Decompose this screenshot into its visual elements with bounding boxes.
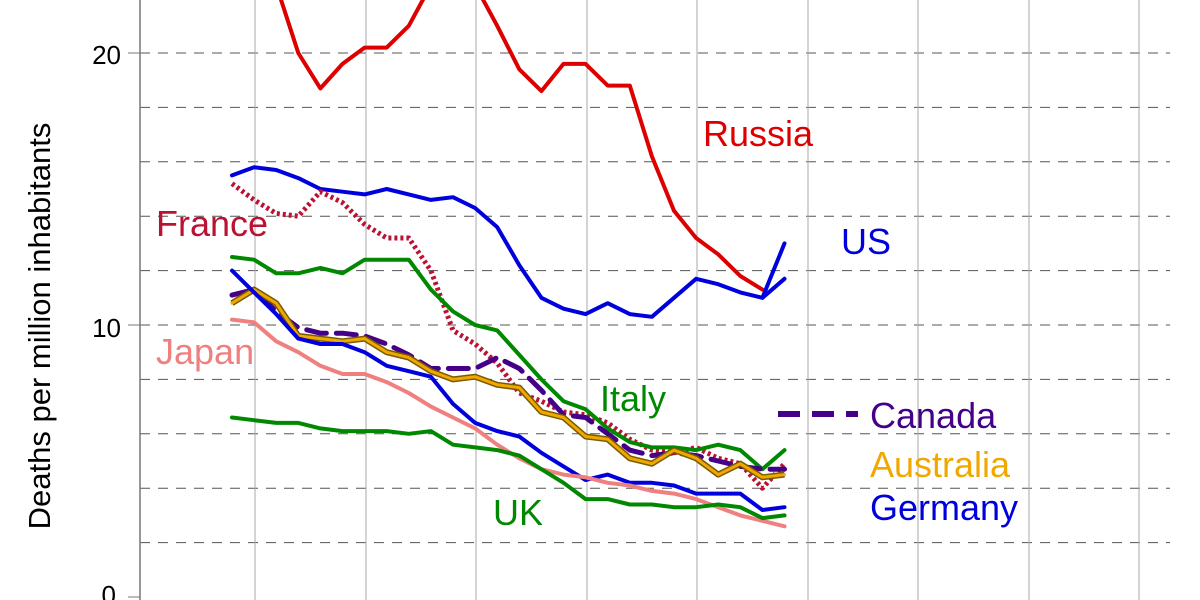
series-label-france: France [156,203,268,244]
series-line-russia [278,0,676,213]
series-label-italy: Italy [600,378,666,419]
legend-label-australia: Australia [870,444,1011,485]
series-label-us: US [841,221,891,262]
series-line-australia [230,288,786,479]
y-tick-label-0: 0 [102,580,116,600]
series-line-russia [672,208,765,292]
legend: Canada Australia Germany [778,395,1018,528]
grid [128,0,1170,600]
y-tick-label-10: 10 [92,313,121,343]
series-line-italy [230,255,787,472]
series-line-us [760,241,787,300]
series-labels: Russia US France Italy Japan UK [156,113,891,533]
series-label-russia: Russia [703,113,814,154]
series-line-germany [230,268,787,512]
series-line-uk [230,415,787,521]
legend-label-canada: Canada [870,395,997,436]
axes: Deaths per million inhabitants 0 10 20 [22,40,121,600]
series-line-us [230,165,787,319]
series-label-japan: Japan [156,331,254,372]
legend-label-germany: Germany [870,487,1018,528]
y-axis-label: Deaths per million inhabitants [22,123,57,530]
series-label-uk: UK [493,492,543,533]
series-lines [229,0,787,529]
y-tick-label-20: 20 [92,40,121,70]
